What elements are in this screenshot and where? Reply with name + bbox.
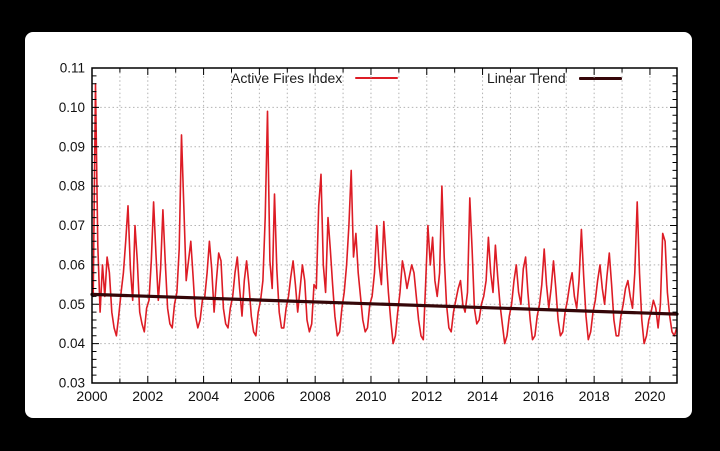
x-axis-tick-label: 2012 — [411, 388, 442, 404]
y-axis-tick-label: 0.03 — [59, 376, 85, 391]
y-axis-tick-label: 0.10 — [59, 100, 85, 115]
legend-entry-linear-trend: Linear Trend — [487, 70, 622, 86]
x-axis-tick-label: 2000 — [76, 388, 107, 404]
legend-entry-active-fires-index: Active Fires Index — [231, 70, 399, 86]
x-axis-tick-label: 2018 — [579, 388, 610, 404]
x-axis-tick-label: 2006 — [244, 388, 275, 404]
y-axis-tick-label: 0.11 — [60, 61, 85, 76]
linear-trend-line — [90, 292, 679, 316]
x-axis-tick-label: 2008 — [300, 388, 331, 404]
x-axis-tick-label: 2014 — [467, 388, 498, 404]
legend-line-sample-trend — [578, 76, 622, 80]
y-axis-tick-label: 0.09 — [59, 139, 85, 154]
x-axis-tick-label: 2010 — [355, 388, 386, 404]
active-fires-index-line — [92, 83, 678, 345]
x-axis-tick-label: 2002 — [132, 388, 163, 404]
legend-label-linear-trend: Linear Trend — [487, 70, 566, 86]
y-axis-tick-label: 0.06 — [59, 257, 85, 272]
legend-line-sample-fires — [355, 77, 399, 79]
y-axis-tick-label: 0.08 — [59, 179, 85, 194]
y-axis-tick-label: 0.04 — [59, 336, 86, 351]
legend-label-active-fires-index: Active Fires Index — [231, 70, 343, 86]
y-axis-tick-label: 0.07 — [59, 218, 85, 233]
x-axis-tick-label: 2004 — [188, 388, 219, 404]
y-axis-tick-label: 0.05 — [59, 297, 85, 312]
x-axis-tick-label: 2020 — [634, 388, 665, 404]
x-axis-tick-label: 2016 — [523, 388, 554, 404]
